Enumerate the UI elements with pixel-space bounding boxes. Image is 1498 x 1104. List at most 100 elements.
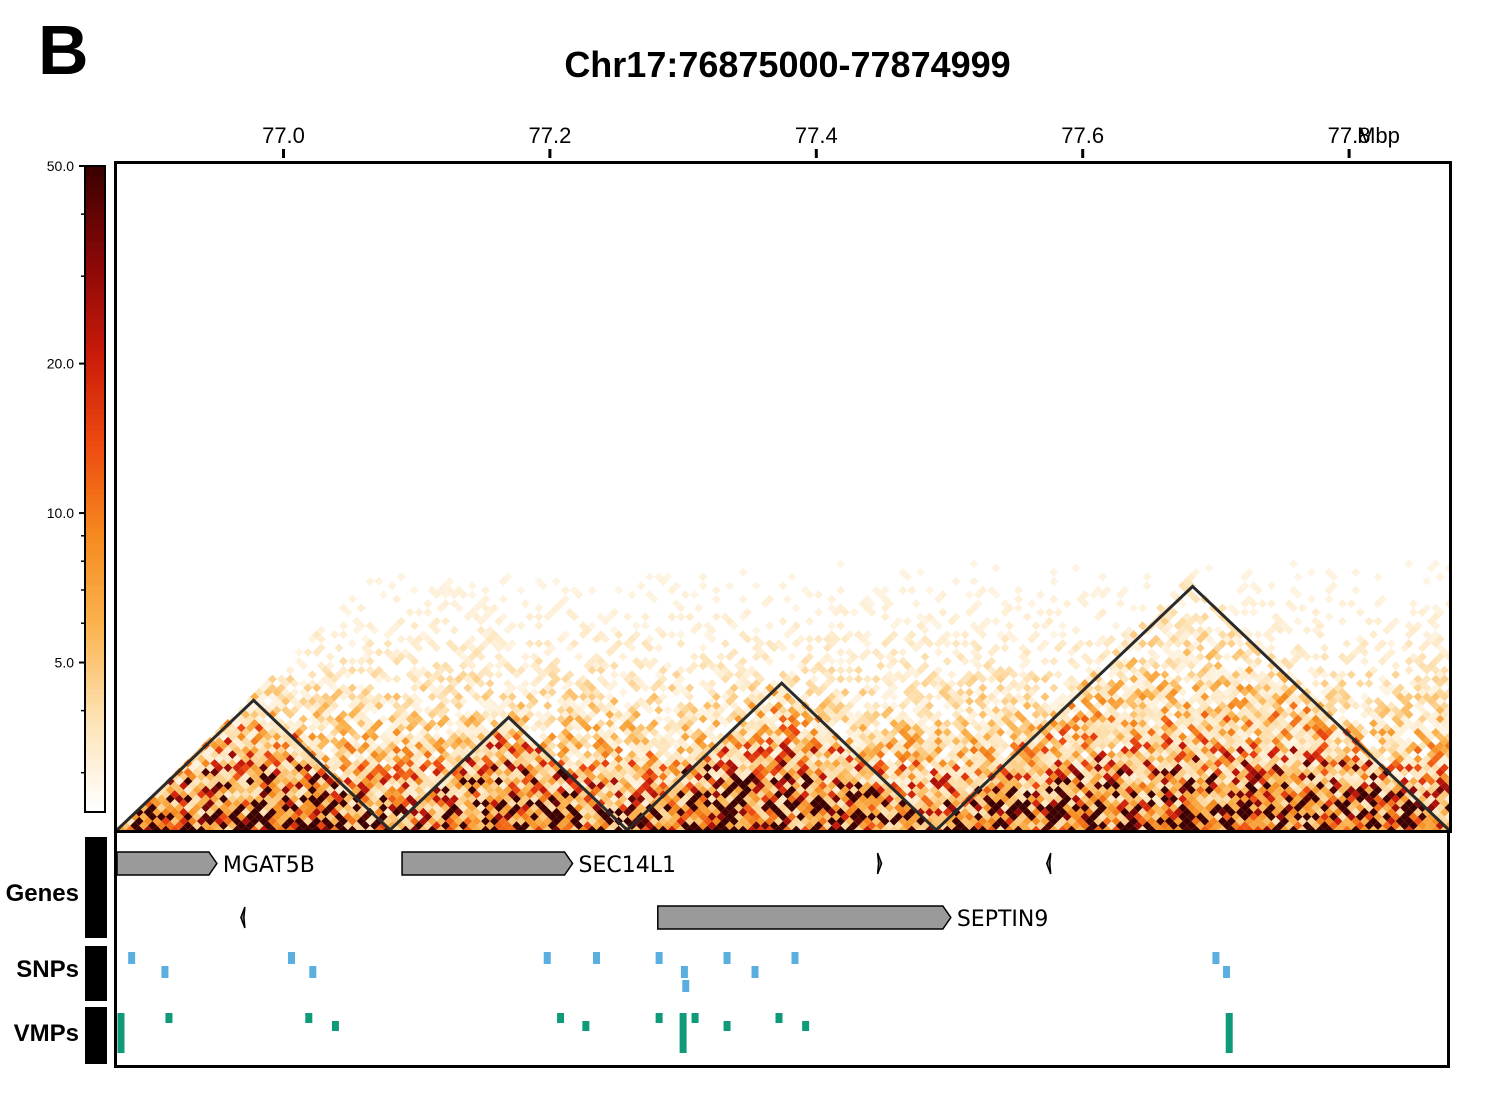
heat-cell (259, 816, 268, 826)
heat-cell (951, 790, 961, 799)
heat-cell (1369, 665, 1378, 675)
heat-cell (1227, 807, 1236, 817)
heat-cell (698, 776, 708, 786)
heat-cell (1107, 812, 1116, 822)
heat-cell (476, 794, 486, 804)
heat-cell (565, 785, 575, 795)
heat-cell (720, 781, 730, 790)
heat-cell (996, 630, 1005, 640)
heat-cell (623, 754, 632, 764)
heat-cell (321, 665, 331, 675)
heat-cell (307, 759, 317, 768)
heat-cell (1391, 661, 1401, 671)
heat-cell (1031, 807, 1041, 817)
heat-cell (663, 705, 672, 715)
heat-cell (862, 639, 872, 648)
heat-cell (1293, 750, 1303, 759)
heat-cell (1173, 683, 1183, 693)
heat-cell (880, 701, 890, 711)
heat-cell (1000, 696, 1010, 706)
heat-cell (463, 683, 473, 693)
heat-cell (1271, 745, 1281, 755)
heat-cell (365, 665, 375, 675)
heat-cell (1045, 821, 1054, 830)
heat-cell (1378, 594, 1387, 604)
heat-cell (663, 767, 672, 777)
heat-cell (1151, 687, 1161, 697)
heat-cell (778, 696, 788, 706)
heat-cell (561, 781, 570, 790)
heat-cell (840, 794, 850, 804)
heat-cell (645, 812, 655, 822)
heat-cell (1258, 599, 1267, 608)
heat-cell (476, 750, 486, 759)
heat-cell (738, 612, 748, 622)
heat-cell (818, 825, 828, 830)
heat-cell (356, 719, 366, 728)
heat-cell (1386, 639, 1396, 648)
heat-cell (938, 687, 948, 697)
heat-cell (490, 745, 499, 755)
heat-cell (188, 825, 197, 830)
heat-cell (1195, 812, 1205, 822)
heat-cell (1342, 745, 1352, 755)
heat-cell (987, 763, 997, 773)
heat-cell (636, 750, 646, 759)
heat-cell (1262, 736, 1272, 746)
heat-cell (1324, 719, 1334, 728)
heat-cell (667, 736, 677, 746)
heat-cell (334, 794, 344, 804)
heat-cell (170, 816, 180, 826)
heat-cell (294, 648, 304, 657)
heat-cell (1275, 732, 1285, 742)
heat-cell (1204, 705, 1214, 715)
heat-cell (472, 612, 482, 622)
heat-cell (134, 816, 144, 826)
heat-cell (214, 736, 224, 746)
heat-cell (441, 714, 450, 724)
heat-cell (991, 563, 1001, 573)
heat-cell (316, 785, 326, 795)
heat-cell (294, 781, 304, 790)
heat-cell (640, 727, 650, 737)
heat-cell (569, 710, 579, 719)
heat-cell (1329, 741, 1338, 751)
heat-cell (636, 794, 646, 804)
heat-cell (285, 719, 295, 728)
heat-cell (658, 745, 668, 755)
heat-cell (725, 812, 735, 822)
heat-cell (1107, 732, 1116, 742)
heat-cell (982, 767, 992, 777)
heat-cell (441, 750, 450, 759)
heat-cell (1116, 821, 1125, 830)
heat-cell (1271, 781, 1281, 790)
heat-cell (805, 652, 815, 662)
heat-cell (1289, 656, 1298, 666)
heat-cell (1071, 750, 1081, 759)
heat-cell (1067, 719, 1076, 728)
heat-cell (1027, 785, 1037, 795)
heat-cell (1107, 741, 1116, 751)
heat-cell (720, 772, 730, 782)
heat-cell (1302, 723, 1312, 733)
heat-cell (556, 732, 566, 742)
heat-cell (516, 754, 526, 764)
heat-cell (219, 776, 228, 786)
heat-cell (649, 683, 659, 693)
heat-cell (1426, 634, 1436, 644)
heat-cell (774, 639, 783, 648)
heat-cell (862, 648, 872, 657)
heat-cell (1151, 714, 1161, 724)
heat-cell (1231, 741, 1241, 751)
heat-cell (1053, 759, 1063, 768)
heat-cell (969, 674, 979, 684)
heat-cell (405, 785, 415, 795)
heat-cell (1302, 759, 1312, 768)
heat-cell (1062, 714, 1072, 724)
heat-cell (578, 772, 588, 782)
heat-cell (1178, 803, 1187, 813)
heat-cell (885, 687, 894, 697)
heat-cell (454, 603, 464, 613)
heat-cell (405, 670, 415, 679)
heat-cell (1315, 710, 1325, 719)
